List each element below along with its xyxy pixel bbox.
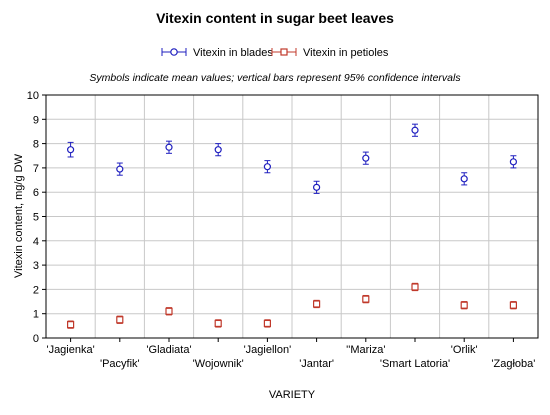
data-point-petioles	[116, 316, 124, 324]
x-category-label: 'Jagiellon'	[244, 344, 292, 356]
y-tick-label: 10	[27, 90, 39, 102]
data-point-blades	[362, 154, 370, 162]
legend-item-blades: Vitexin in blades	[161, 47, 273, 59]
x-category-label: 'Orlik'	[451, 344, 478, 356]
series-petioles	[66, 282, 517, 329]
y-tick-label: 0	[33, 333, 39, 345]
data-point-blades	[165, 143, 173, 151]
data-point-petioles	[362, 295, 370, 303]
data-point-blades	[66, 146, 75, 154]
data-point-blades	[411, 126, 419, 134]
data-point-petioles	[313, 300, 321, 308]
y-tick-label: 3	[33, 260, 39, 272]
data-point-blades	[263, 163, 271, 171]
gridlines	[46, 95, 538, 338]
series-blades	[66, 123, 518, 194]
data-point-petioles	[411, 283, 419, 291]
legend-label-petioles: Vitexin in petioles	[303, 47, 389, 59]
y-tick-label: 8	[33, 139, 39, 151]
legend: Vitexin in blades Vitexin in petioles	[161, 47, 389, 59]
x-category-label: 'Pacyfik'	[100, 358, 140, 370]
plot-frame	[45, 94, 539, 339]
data-marks	[66, 123, 518, 329]
x-category-label: 'Wojownik'	[193, 358, 244, 370]
legend-item-petioles: Vitexin in petioles	[271, 47, 389, 59]
x-category-label: 'Jantar'	[299, 358, 334, 370]
y-axis-ticks: 0 1 2 3 4 5 6 7 8 9 10	[27, 90, 46, 345]
y-tick-label: 9	[33, 114, 39, 126]
legend-marker-blades	[170, 48, 178, 56]
y-tick-label: 7	[33, 163, 39, 175]
y-tick-label: 6	[33, 187, 39, 199]
x-category-label: 'Jagienka'	[46, 344, 94, 356]
x-category-label: 'Smart Latoria'	[380, 358, 450, 370]
x-category-label: 'Gladiata'	[146, 344, 191, 356]
y-tick-label: 4	[33, 236, 39, 248]
data-point-blades	[116, 165, 124, 173]
data-point-blades	[313, 183, 321, 191]
data-point-petioles	[66, 321, 75, 329]
y-tick-label: 2	[33, 284, 39, 296]
data-point-petioles	[263, 319, 271, 328]
data-point-petioles	[165, 307, 173, 315]
data-point-petioles	[509, 301, 517, 309]
y-tick-label: 1	[33, 309, 39, 321]
data-point-blades	[509, 158, 518, 166]
data-point-blades	[460, 175, 468, 183]
x-category-label: 'Zagłoba'	[491, 358, 535, 370]
x-category-label: ''Mariza'	[346, 344, 385, 356]
y-tick-label: 5	[33, 212, 39, 224]
x-axis-label: VARIETY	[269, 389, 316, 401]
y-axis-label: Vitexin content, mg/g DW	[13, 153, 25, 278]
data-point-petioles	[214, 319, 222, 328]
chart-note: Symbols indicate mean values; vertical b…	[89, 72, 461, 84]
legend-marker-petioles	[280, 48, 288, 56]
chart-title: Vitexin content in sugar beet leaves	[156, 10, 394, 26]
x-axis-categories: 'Jagienka''Pacyfik''Gladiata''Wojownik''…	[46, 338, 535, 370]
data-point-blades	[214, 146, 222, 154]
legend-label-blades: Vitexin in blades	[193, 47, 273, 59]
data-point-petioles	[460, 301, 468, 309]
